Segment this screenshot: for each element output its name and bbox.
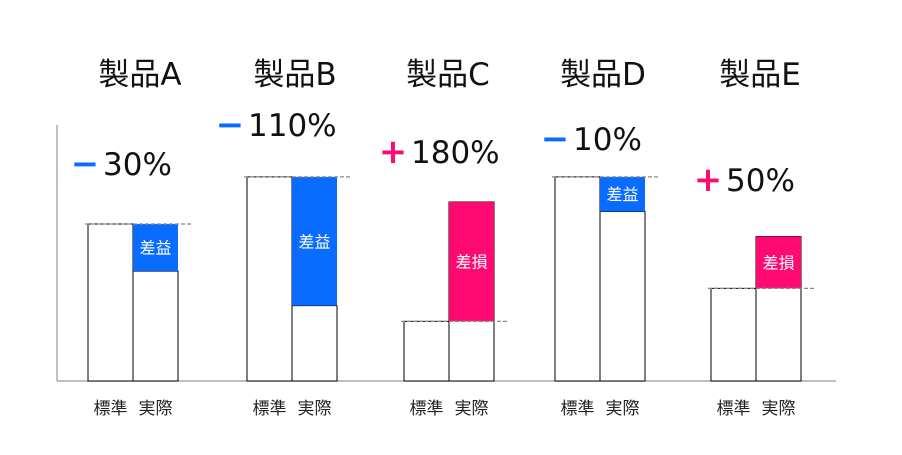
bar-label-standard: 標準 xyxy=(253,399,287,419)
difference-segment xyxy=(292,176,337,306)
actual-bar xyxy=(599,210,646,382)
difference-segment xyxy=(133,224,178,272)
variance-sign: − xyxy=(216,105,245,145)
difference-label: 差益 xyxy=(139,239,171,258)
bar-label-actual: 実際 xyxy=(139,399,173,419)
product-title: 製品B xyxy=(253,57,336,93)
bar-label-standard: 標準 xyxy=(717,399,751,419)
actual-bar xyxy=(291,305,338,382)
difference-segment xyxy=(756,236,801,289)
difference-label: 差益 xyxy=(606,185,638,204)
difference-label: 差益 xyxy=(298,232,330,251)
product-title: 製品A xyxy=(98,57,181,93)
variance-percent: 180% xyxy=(411,135,500,171)
bar-label-standard: 標準 xyxy=(561,399,595,419)
bar-label-actual: 実際 xyxy=(298,399,332,419)
product-title: 製品E xyxy=(719,57,801,93)
bar-label-actual: 実際 xyxy=(762,399,796,419)
standard-bar xyxy=(87,223,134,382)
bar-label-actual: 実際 xyxy=(455,399,489,419)
bar-label-standard: 標準 xyxy=(94,399,128,419)
difference-segment xyxy=(600,176,645,212)
product-title: 製品C xyxy=(406,57,490,93)
variance-sign: + xyxy=(379,132,408,172)
difference-segment xyxy=(449,202,494,322)
variance-sign: − xyxy=(71,144,100,184)
variance-percent: 30% xyxy=(103,147,172,183)
variance-percent: 50% xyxy=(726,163,795,199)
product-title: 製品D xyxy=(560,57,646,93)
variance-sign: + xyxy=(694,160,723,200)
difference-label: 差損 xyxy=(455,253,487,272)
standard-bar xyxy=(246,176,293,382)
bar-label-standard: 標準 xyxy=(410,399,444,419)
standard-bar xyxy=(554,176,601,382)
standard-bar xyxy=(710,287,757,382)
difference-label: 差損 xyxy=(762,253,794,272)
variance-sign: − xyxy=(541,119,570,159)
bar-label-actual: 実際 xyxy=(606,399,640,419)
actual-bar xyxy=(132,270,179,382)
standard-bar xyxy=(403,320,450,382)
variance-percent: 10% xyxy=(573,122,642,158)
variance-percent: 110% xyxy=(248,108,337,144)
